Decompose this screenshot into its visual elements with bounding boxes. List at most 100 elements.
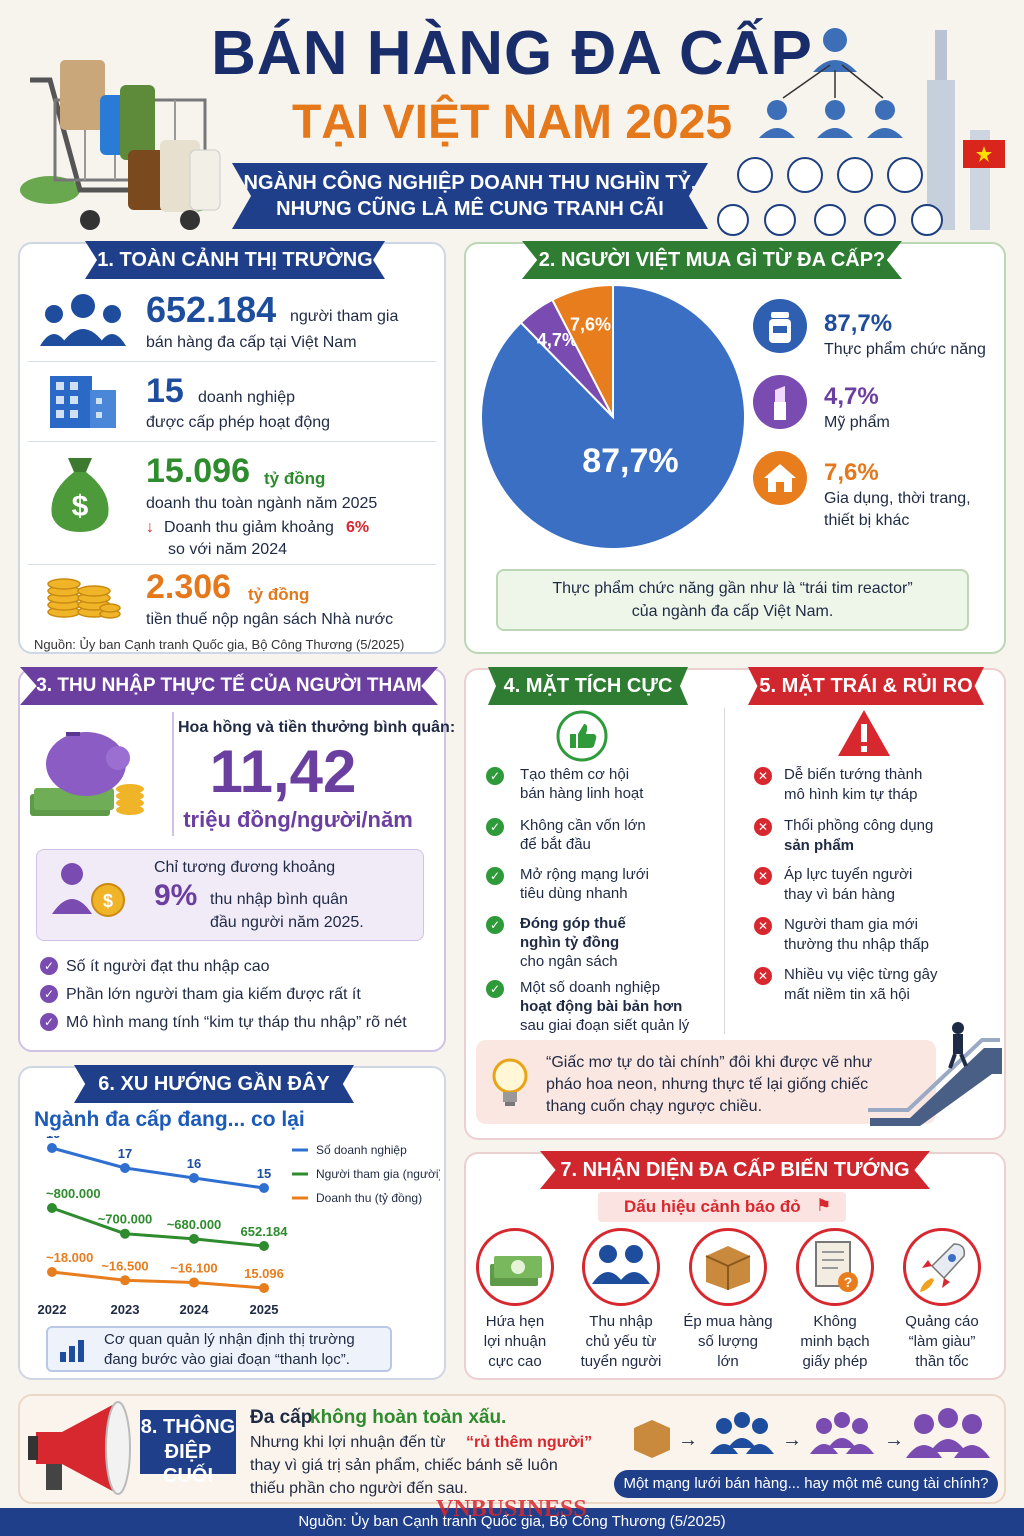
dream-quote-line3: thang cuốn chạy ngược chiều. (546, 1098, 763, 1115)
series-1-label-1: 19 (46, 1136, 60, 1141)
x-circle-icon: ✕ (754, 917, 772, 935)
income-bullet-3: Mô hình mang tính “kim tự tháp thu nhập”… (66, 1014, 407, 1031)
income-value: 11,42 (209, 738, 357, 805)
participants-value: 652.184 (146, 289, 277, 330)
piggy-bank-icon (30, 732, 144, 816)
warning-icon (838, 710, 890, 756)
watermark: VNBUSINESS (436, 1496, 587, 1522)
dream-quote-line1: “Giấc mơ tự do tài chính” đôi khi được v… (546, 1054, 873, 1071)
pro-item-4-line-2: nghìn tỷ đồng (520, 934, 620, 951)
lipstick-icon (753, 375, 807, 429)
x-tick-3: 2024 (180, 1302, 210, 1317)
warning-banner (598, 1192, 846, 1222)
trend-note-line2: đang bước vào giai đoạn “thanh lọc”. (104, 1351, 350, 1368)
pro-item-1-line-1: Tạo thêm cơ hội (520, 766, 630, 783)
sign-4-line-2: minh bạch (800, 1333, 870, 1350)
final-line1-a: Đa cấp (250, 1407, 313, 1428)
check-icon: ✓ (486, 767, 504, 785)
money-bag-icon: $ (51, 458, 109, 532)
person-coins-icon: $ (52, 863, 125, 917)
shopping-cart-icon (20, 60, 221, 230)
series-line-2 (51, 1206, 265, 1248)
sign-2-line-2: chủ yếu từ (585, 1333, 657, 1350)
series-3-point-1 (47, 1267, 57, 1277)
revenue-drop-text: Doanh thu giảm khoảng (164, 519, 334, 536)
network-pyramid-icon (717, 28, 1005, 236)
trend-line-chart: 19 17 16 15 Số doanh nghiệp ~800.000 ~700.000 ~… (38, 1136, 440, 1317)
tax-unit: tỷ đồng (248, 585, 310, 604)
series-3-point-4 (259, 1283, 269, 1293)
section-7-title: 7. NHẬN DIỆN ĐA CẤP BIẾN TƯỚNG (540, 1151, 930, 1189)
revenue-drop-compare: so với năm 2024 (168, 541, 287, 558)
sign-3-line-2: số lượng (698, 1333, 758, 1350)
svg-text:$: $ (72, 490, 89, 523)
final-line2-b: “rủ thêm người” (466, 1434, 593, 1451)
megaphone-icon (28, 1401, 131, 1495)
sign-1-line-1: Hứa hẹn (485, 1313, 545, 1330)
document-question-icon: ? (815, 1241, 858, 1292)
series-2-label-2: ~700.000 (98, 1212, 153, 1227)
tax-value: 2.306 (146, 568, 232, 606)
legend-label-2: Người tham gia (người) (316, 1167, 440, 1181)
series-3-label-4: 15.096 (244, 1266, 284, 1281)
final-question: Một mạng lưới bán hàng... hay một mê cun… (623, 1475, 989, 1492)
purchases-note-line1: Thực phẩm chức năng gần như là “trái tim… (552, 580, 913, 597)
escalator-icon (868, 1022, 1002, 1126)
series-3-point-3 (189, 1277, 199, 1288)
sign-2-line-3: tuyển người (580, 1353, 662, 1370)
final-title-line1: 8. THÔNG (140, 1416, 236, 1438)
trend-headline: Ngành đa cấp đang... co lại (34, 1108, 305, 1131)
income-comparison-pct: 9% (154, 879, 198, 912)
con-item-3-line-1: Áp lực tuyển người (784, 866, 913, 883)
companies-value: 15 (146, 372, 184, 410)
sign-5-line-2: “làm giàu” (908, 1333, 976, 1350)
con-item-4-line-2: thường thu nhập thấp (784, 936, 929, 953)
gold-coins-icon (47, 578, 121, 619)
svg-text:→: → (678, 1429, 698, 1451)
tagline-line1: NGÀNH CÔNG NGHIỆP DOANH THU NGHÌN TỶ, (243, 172, 697, 194)
pro-item-2-line-1: Không cần vốn lớn (520, 817, 646, 834)
trend-note-line1: Cơ quan quản lý nhận định thị trường (104, 1331, 355, 1348)
sign-4-line-1: Không (813, 1313, 857, 1330)
series-1-point-1 (47, 1143, 57, 1153)
series-1-label-3: 16 (187, 1156, 201, 1171)
revenue-unit: tỷ đồng (264, 469, 326, 488)
series-2-label-3: ~680.000 (167, 1217, 222, 1232)
series-3-label-2: ~16.500 (101, 1258, 148, 1273)
check-icon: ✓ (40, 985, 58, 1003)
series-1-point-4 (259, 1183, 269, 1193)
pie-label-1: 87,7% (582, 442, 678, 480)
final-question-pill (614, 1470, 998, 1498)
companies-unit: doanh nghiệp (198, 389, 295, 406)
network-flow-icon: → → → (634, 1408, 990, 1458)
legend-name-1: Thực phẩm chức năng (824, 341, 986, 358)
series-1-point-3 (189, 1173, 199, 1183)
pro-item-2-line-2: để bắt đầu (520, 836, 591, 853)
pie-label-2: 4,7% (537, 330, 578, 350)
x-tick-2: 2023 (111, 1302, 140, 1317)
section-4-title: 4. MẶT TÍCH CỰC (488, 667, 688, 705)
x-circle-icon: ✕ (754, 767, 772, 785)
series-2-point-2 (120, 1228, 130, 1239)
dream-quote-box (476, 1040, 936, 1124)
legend-name-3b: thiết bị khác (824, 512, 910, 529)
legend-label-3: Doanh thu (tỷ đồng) (316, 1191, 422, 1205)
warning-label: Dấu hiệu cảnh báo đỏ (624, 1197, 801, 1216)
final-line2-a: Nhưng khi lợi nhuận đến từ (250, 1434, 446, 1451)
income-comparison-line3: đầu người năm 2025. (210, 914, 364, 931)
people-icon (40, 294, 126, 346)
final-title-box (140, 1410, 236, 1474)
dream-quote-line2: pháo hoa neon, nhưng thực tế lại giống c… (546, 1076, 869, 1093)
page-subtitle: TẠI VIỆT NAM 2025 (291, 96, 733, 149)
svg-text:→: → (782, 1429, 802, 1451)
con-item-1-line-2: mô hình kim tự tháp (784, 786, 918, 803)
tagline-line2: NHƯNG CŨNG LÀ MÊ CUNG TRANH CÃI (276, 198, 664, 220)
footer-source: Nguồn: Ủy ban Cạnh tranh Quốc gia, Bộ Cô… (298, 1513, 726, 1530)
check-icon: ✓ (486, 867, 504, 885)
pro-item-1-line-2: bán hàng linh hoạt (520, 785, 644, 802)
series-line-1 (51, 1146, 265, 1190)
con-item-2-line-2: sản phẩm (784, 837, 855, 854)
section-6-title: 6. XU HƯỚNG GẦN ĐÂY (74, 1065, 354, 1103)
series-1-label-2: 17 (118, 1146, 132, 1161)
pie-label-3: 7,6% (570, 315, 611, 335)
